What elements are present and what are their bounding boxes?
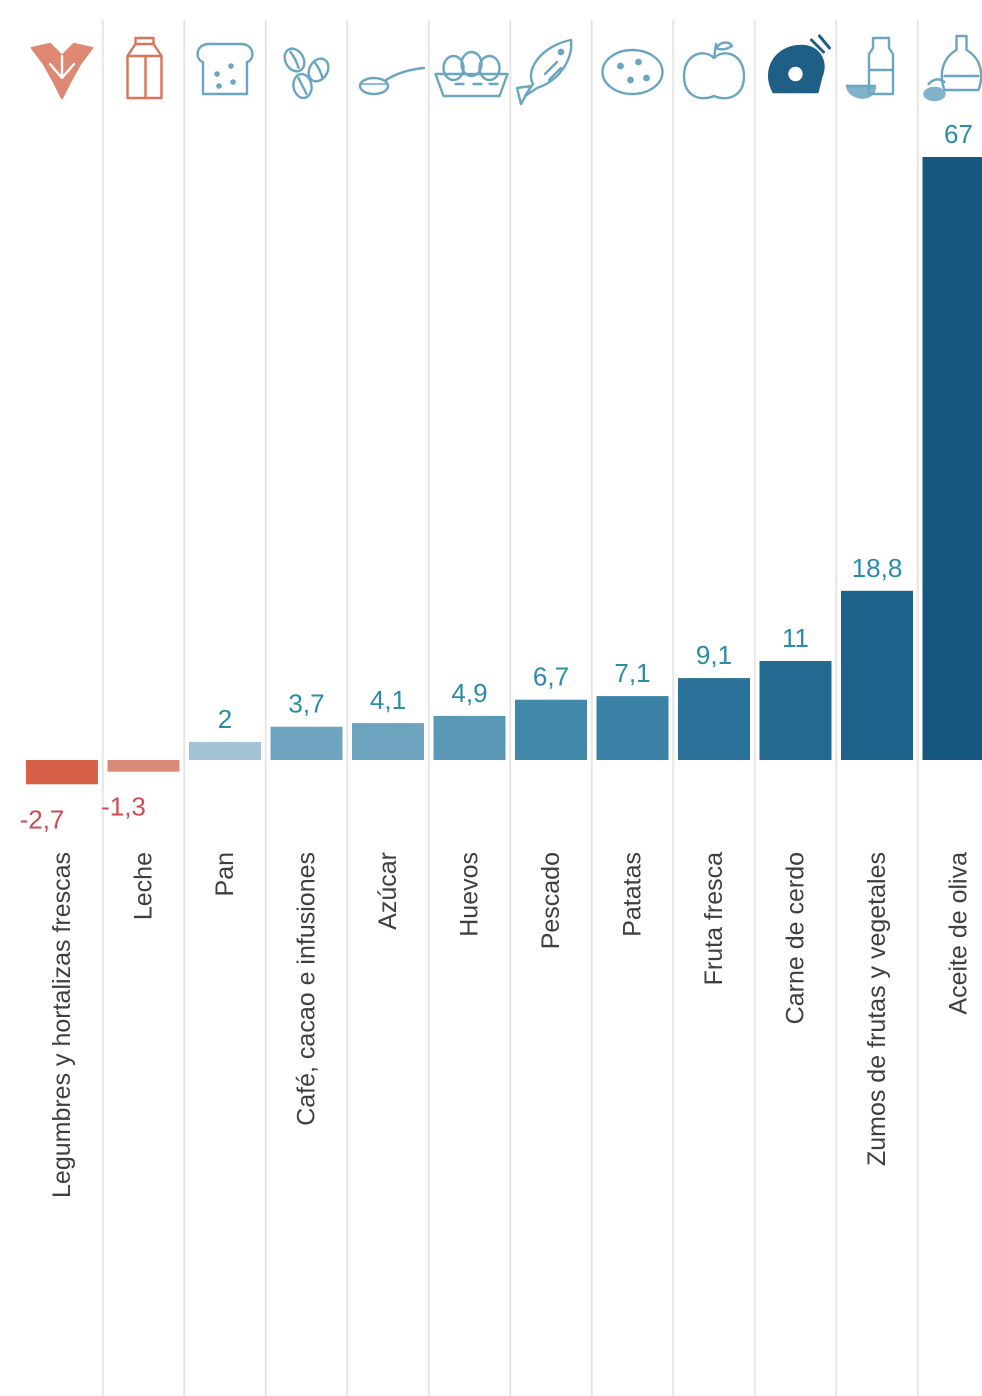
positive-bar bbox=[270, 726, 343, 760]
category-label: Legumbres y hortalizas frescas bbox=[48, 852, 76, 1198]
positive-bar bbox=[759, 661, 832, 760]
positive-bar bbox=[678, 678, 750, 760]
data-label: 4,9 bbox=[451, 678, 487, 708]
data-label: 6,7 bbox=[533, 662, 569, 692]
data-label: -2,7 bbox=[20, 804, 65, 834]
pork-icon bbox=[768, 34, 831, 94]
category-label: Café, cacao e infusiones bbox=[293, 852, 321, 1126]
eggs-icon bbox=[434, 50, 509, 98]
category-label: Huevos bbox=[456, 852, 484, 937]
data-label: 4,1 bbox=[370, 685, 406, 715]
data-label: 2 bbox=[218, 704, 232, 734]
category-label: Leche bbox=[130, 852, 158, 920]
sugar-spoon-icon bbox=[358, 66, 426, 96]
positive-bar bbox=[922, 157, 982, 760]
positive-bar bbox=[352, 723, 424, 760]
data-label: 9,1 bbox=[696, 640, 732, 670]
potatoes-icon bbox=[601, 48, 664, 96]
data-label: 67 bbox=[944, 119, 973, 149]
negative-bar bbox=[107, 760, 180, 772]
data-label: 7,1 bbox=[614, 658, 650, 688]
category-label: Pan bbox=[211, 852, 239, 896]
milk-carton-icon bbox=[126, 36, 163, 100]
juice-bottle-icon bbox=[845, 36, 895, 99]
category-label: Aceite de oliva bbox=[945, 852, 973, 1015]
data-label: -1,3 bbox=[101, 792, 146, 822]
category-label: Carne de cerdo bbox=[782, 852, 810, 1024]
category-label: Pescado bbox=[537, 852, 565, 949]
category-label: Zumos de frutas y vegetales bbox=[863, 852, 891, 1166]
negative-bar bbox=[26, 760, 98, 785]
category-label: Patatas bbox=[619, 852, 647, 937]
bread-icon bbox=[196, 42, 254, 96]
vegetables-icon bbox=[30, 42, 94, 100]
positive-bar bbox=[433, 715, 506, 760]
data-label: 18,8 bbox=[852, 553, 903, 583]
positive-bar bbox=[515, 699, 587, 760]
data-label: 3,7 bbox=[288, 689, 324, 719]
positive-bar bbox=[841, 590, 913, 760]
apple-icon bbox=[682, 41, 746, 100]
fish-icon bbox=[515, 38, 573, 106]
category-label: Fruta fresca bbox=[700, 852, 728, 985]
coffee-beans-icon bbox=[283, 47, 330, 100]
data-label: 11 bbox=[782, 623, 809, 653]
category-label: Azúcar bbox=[374, 852, 402, 930]
positive-bar bbox=[189, 742, 261, 760]
olive-oil-icon bbox=[923, 34, 982, 102]
positive-bar bbox=[596, 696, 669, 760]
